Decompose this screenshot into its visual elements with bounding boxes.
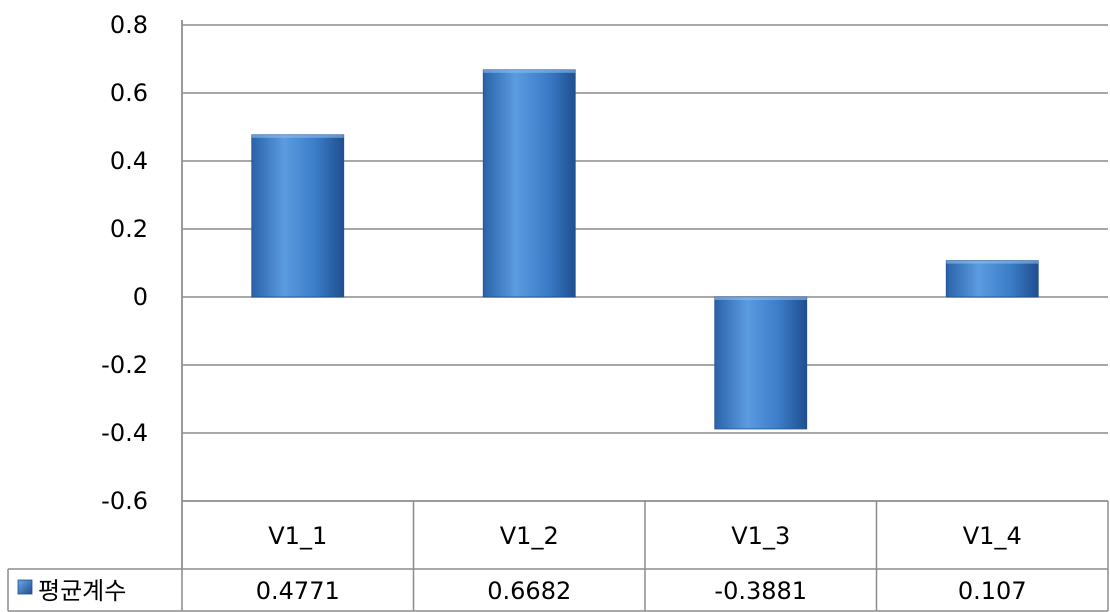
bar-v1-3 bbox=[714, 296, 808, 430]
bar-v1-2 bbox=[482, 69, 576, 298]
y-tick-label: 0.6 bbox=[110, 79, 148, 107]
bars bbox=[251, 69, 1039, 430]
category-label: V1_4 bbox=[963, 522, 1022, 550]
y-tick-label: -0.2 bbox=[101, 351, 148, 379]
y-tick-label: 0.2 bbox=[110, 215, 148, 243]
bar-highlight bbox=[483, 69, 576, 73]
y-tick-label: 0 bbox=[133, 283, 148, 311]
y-tick-label: -0.6 bbox=[101, 487, 148, 515]
data-value-label: 0.4771 bbox=[256, 577, 340, 605]
category-label: V1_1 bbox=[268, 522, 327, 550]
category-label: V1_3 bbox=[731, 522, 790, 550]
bar-highlight bbox=[714, 297, 807, 300]
bar-v1-4 bbox=[945, 260, 1039, 298]
bar-highlight bbox=[251, 134, 344, 138]
y-tick-label: -0.4 bbox=[101, 419, 148, 447]
legend-series-label: 평균계수 bbox=[38, 577, 126, 605]
category-label: V1_2 bbox=[500, 522, 559, 550]
data-value-label: 0.6682 bbox=[487, 577, 571, 605]
bar-highlight bbox=[946, 260, 1039, 264]
data-table bbox=[7, 20, 1109, 612]
data-value-label: 0.107 bbox=[958, 577, 1027, 605]
data-value-label: -0.3881 bbox=[714, 577, 807, 605]
legend-key bbox=[17, 579, 33, 595]
y-tick-label: 0.8 bbox=[110, 11, 148, 39]
bar-v1-1 bbox=[251, 134, 345, 298]
y-tick-label: 0.4 bbox=[110, 147, 148, 175]
labels: 0.8 0.6 0.4 0.2 0 -0.2 -0.4 -0.6 V1_1 V1_2 V1_3 V1_… bbox=[17, 11, 1027, 605]
